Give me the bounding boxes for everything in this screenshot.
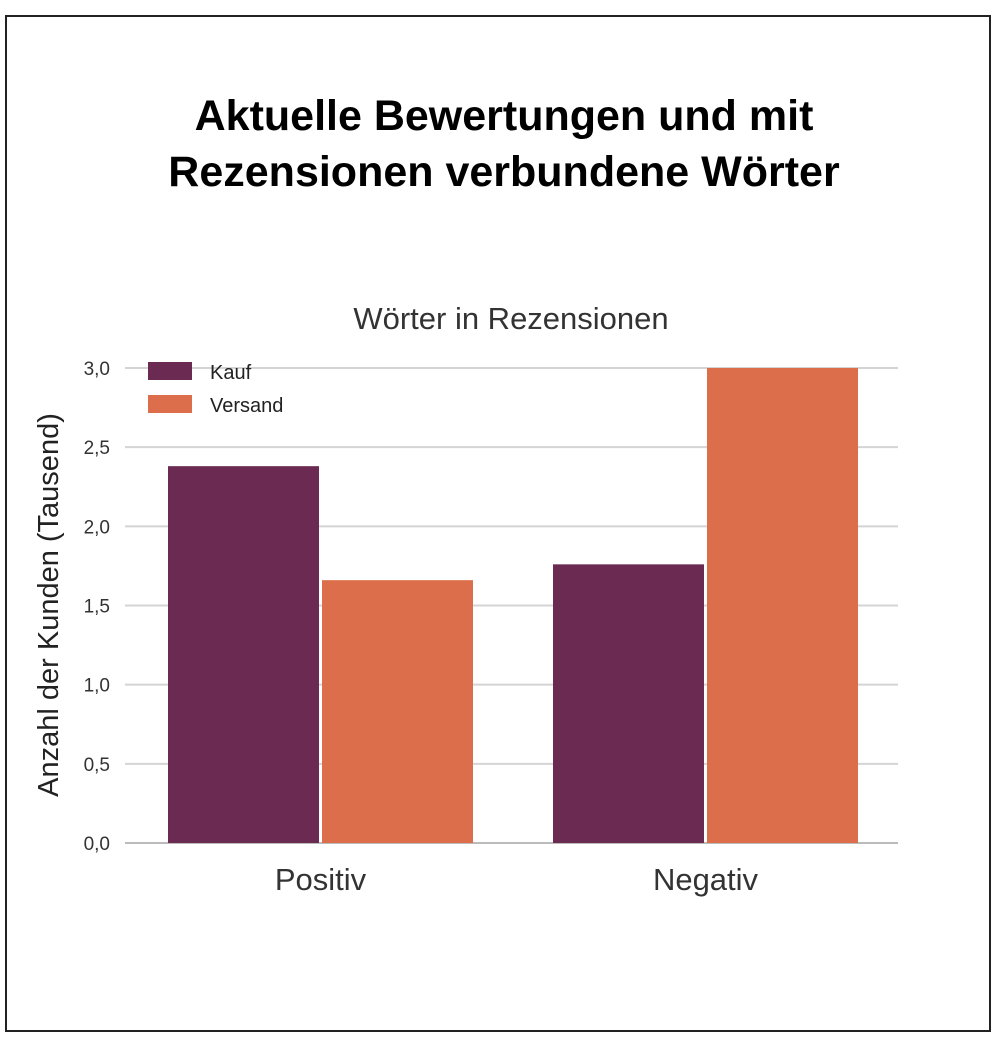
figure-title-line-2: Rezensionen verbundene Wörter — [168, 148, 840, 196]
chart-frame — [5, 15, 991, 1032]
figure-title-line-1: Aktuelle Bewertungen und mit — [194, 92, 814, 140]
legend-label-kauf: Kauf — [210, 362, 252, 384]
bar-versand-negativ — [707, 368, 858, 843]
x-tick-label: Positiv — [275, 862, 367, 897]
y-tick-label: 1,0 — [84, 676, 110, 697]
y-tick-label: 1,5 — [84, 597, 110, 618]
legend-label-versand: Versand — [210, 395, 283, 417]
y-tick-label: 2,0 — [84, 517, 110, 538]
y-axis-label: Anzahl der Kunden (Tausend) — [33, 413, 65, 797]
chart-title: Wörter in Rezensionen — [353, 301, 668, 336]
figure-title: Aktuelle Bewertungen und mit Rezensionen… — [0, 88, 1008, 200]
bar-kauf-negativ — [553, 564, 704, 843]
bar-kauf-positiv — [168, 466, 319, 843]
legend-swatch-versand — [148, 395, 192, 413]
y-tick-label: 3,0 — [84, 359, 110, 380]
y-tick-label: 0,5 — [84, 755, 110, 776]
y-tick-label: 0,0 — [84, 834, 110, 855]
bar-versand-positiv — [322, 580, 473, 843]
y-tick-label: 2,5 — [84, 438, 110, 459]
legend-swatch-kauf — [148, 362, 192, 380]
x-tick-label: Negativ — [653, 862, 759, 897]
